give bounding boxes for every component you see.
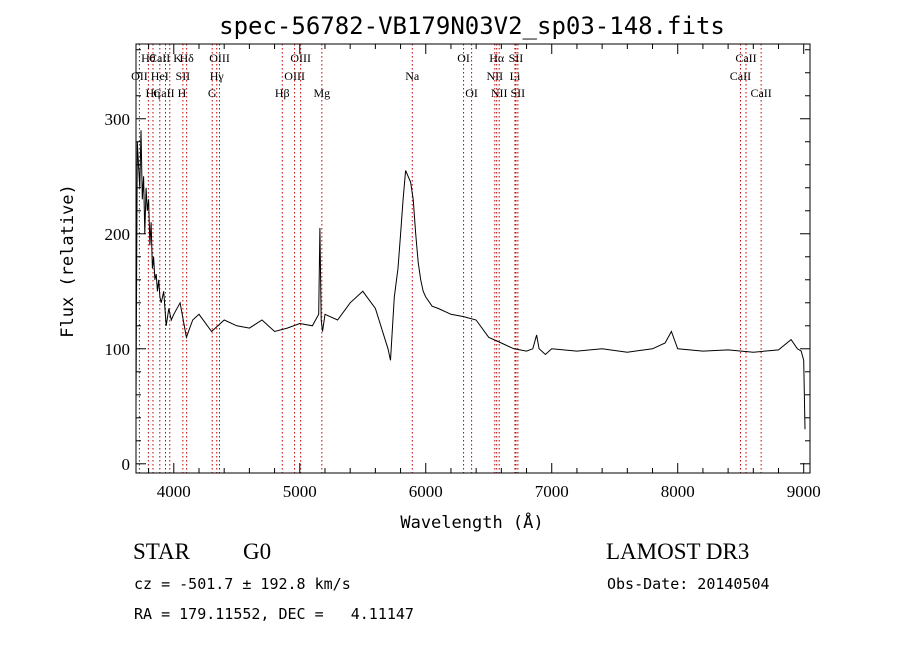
spectral-line-label: Na (405, 69, 420, 83)
y-tick-label: 0 (122, 455, 131, 474)
spectral-line-label: CaII (730, 69, 751, 83)
spectral-line-label: G (208, 86, 217, 100)
line-marker-layer (138, 44, 762, 473)
spectral-line-label: Hδ (179, 51, 194, 65)
obs-date: Obs-Date: 20140504 (607, 575, 770, 593)
x-tick-label: 6000 (409, 482, 443, 501)
y-axis: 0 100 200 300 (105, 49, 810, 474)
spectral-line-label: Hα (489, 51, 505, 65)
spectral-line-label: CaII K (149, 51, 182, 65)
spectral-line-label: OI (457, 51, 470, 65)
coordinates: RA = 179.11552, DEC = 4.11147 (134, 605, 414, 623)
x-tick-label: 7000 (535, 482, 569, 501)
spectral-line-label: CaII (735, 51, 756, 65)
spectral-line-label: CaII (750, 86, 771, 100)
spectral-line-label: Hθ (141, 51, 156, 65)
spectral-line-label: OII (131, 69, 148, 83)
spectrum-line (135, 130, 806, 430)
spectral-line-label: SII (509, 51, 524, 65)
line-label-layer: OII Hθ Hη HeI CaII K CaII H SII Hδ G Hγ OIII Hβ OIII… (131, 51, 772, 100)
y-tick-label: 200 (105, 225, 131, 244)
x-tick-label: 4000 (157, 482, 191, 501)
y-tick-label: 300 (105, 110, 131, 129)
x-tick-label: 9000 (787, 482, 821, 501)
object-class: STAR (133, 539, 190, 564)
spectral-line-label: Hγ (210, 69, 225, 83)
redshift-value: cz = -501.7 ± 192.8 km/s (134, 575, 351, 593)
spectral-line-label: Hη (146, 86, 161, 100)
x-axis: 4000 5000 6000 7000 8000 9000 (148, 44, 821, 501)
x-tick-label: 5000 (283, 482, 317, 501)
spectral-line-label: Hβ (275, 86, 290, 100)
plot-frame (135, 43, 811, 474)
y-axis-label: Flux (relative) (58, 184, 78, 338)
spectral-line-label: OIII (284, 69, 305, 83)
spectral-line-label: NII (486, 69, 503, 83)
spectral-line-label: OIII (290, 51, 311, 65)
spectral-line-label: Mg (313, 86, 330, 100)
y-tick-label: 100 (105, 340, 131, 359)
spectral-line-label: SII (176, 69, 191, 83)
spectral-line-label: HeI (151, 69, 169, 83)
spectral-line-label: OI (465, 86, 478, 100)
spectral-line-label: OIII (209, 51, 230, 65)
spectral-line-label: CaII H (153, 86, 186, 100)
x-axis-label: Wavelength (Å) (400, 511, 543, 533)
x-tick-label: 8000 (661, 482, 695, 501)
survey-name: LAMOST DR3 (606, 539, 750, 564)
object-subclass: G0 (243, 539, 272, 564)
spectral-line-label: SII (511, 86, 526, 100)
spectral-line-label: Li (510, 69, 521, 83)
chart-title: spec-56782-VB179N03V2_sp03-148.fits (219, 12, 725, 40)
spectral-line-label: NII (491, 86, 508, 100)
